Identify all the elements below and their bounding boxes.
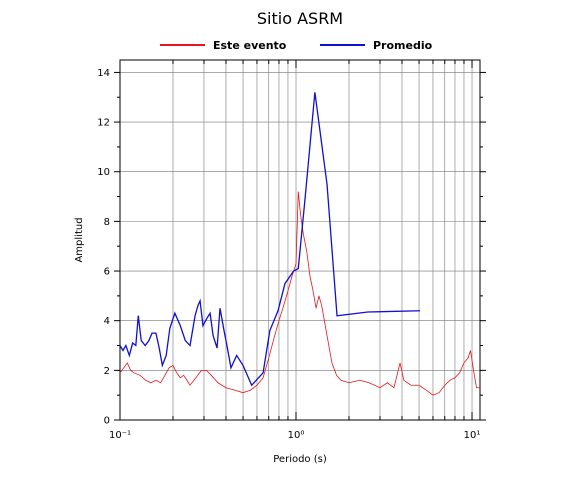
x-tick-label: 10¹ [464, 430, 481, 441]
y-tick-label: 12 [97, 118, 110, 129]
y-axis-label: Amplitud [74, 217, 85, 262]
series-line [119, 92, 420, 387]
y-tick-label: 6 [104, 267, 110, 278]
legend-label: Promedio [373, 39, 433, 52]
y-tick-label: 14 [97, 68, 110, 79]
legend-label: Este evento [213, 39, 287, 52]
x-axis-label: Periodo (s) [273, 454, 327, 465]
y-tick-label: 2 [104, 366, 110, 377]
chart-title: Sitio ASRM [257, 9, 343, 28]
y-tick-label: 10 [97, 167, 110, 178]
y-tick-label: 4 [104, 316, 110, 327]
plot-frame [119, 59, 481, 421]
y-tick-label: 8 [104, 217, 110, 228]
x-tick-label: 10⁰ [288, 430, 305, 441]
y-tick-label: 0 [104, 416, 110, 427]
x-tick-label: 10⁻¹ [109, 430, 131, 441]
series-line [119, 191, 480, 396]
